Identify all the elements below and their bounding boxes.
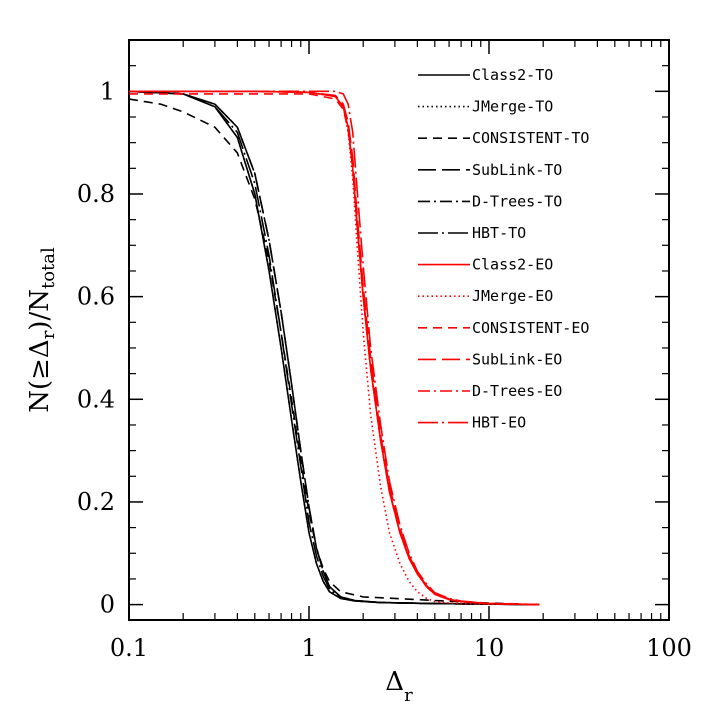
legend-label: SubLink-TO xyxy=(472,161,562,179)
x-tick-label: 0.1 xyxy=(110,634,148,662)
y-tick-label: 0.6 xyxy=(77,283,115,311)
series-line-consistent-eo xyxy=(129,93,540,606)
legend-label: HBT-EO xyxy=(472,414,526,432)
legend-label: CONSISTENT-EO xyxy=(472,319,589,337)
y-tick-label: 0.2 xyxy=(77,488,115,516)
x-tick-label: 100 xyxy=(646,634,692,662)
y-tick-label: 1 xyxy=(100,77,115,105)
legend-label: SubLink-EO xyxy=(472,350,562,368)
legend: Class2-TO JMerge-TO CONSISTENT-TO SubLink-T… xyxy=(418,66,589,432)
legend-label: D-Trees-TO xyxy=(472,192,562,210)
ticks-layer: 0.1 1 10 100 0 0.2 0.4 0.6 0.8 1 xyxy=(77,40,692,662)
legend-label: HBT-TO xyxy=(472,224,526,242)
legend-label: D-Trees-EO xyxy=(472,382,562,400)
legend-label: CONSISTENT-TO xyxy=(472,129,589,147)
series-line-consistent-to xyxy=(129,98,540,606)
y-tick-label: 0.8 xyxy=(77,180,115,208)
y-axis-label: N(≥Δr)/Ntotal xyxy=(25,247,59,413)
legend-label: JMerge-TO xyxy=(472,98,553,116)
y-tick-label: 0.4 xyxy=(77,385,115,413)
series-line-d-trees-eo xyxy=(129,90,540,606)
x-tick-label: 1 xyxy=(301,634,316,662)
series-line-hbt-eo xyxy=(129,90,540,606)
legend-label: Class2-EO xyxy=(472,256,553,274)
legend-label: JMerge-EO xyxy=(472,287,553,305)
x-tick-label: 10 xyxy=(474,634,505,662)
plot-frame xyxy=(128,39,670,621)
x-axis-label: Δr xyxy=(385,667,413,706)
y-tick-label: 0 xyxy=(100,591,115,619)
lines-layer xyxy=(129,90,540,606)
legend-label: Class2-TO xyxy=(472,66,553,84)
series-line-hbt-to xyxy=(129,90,540,606)
